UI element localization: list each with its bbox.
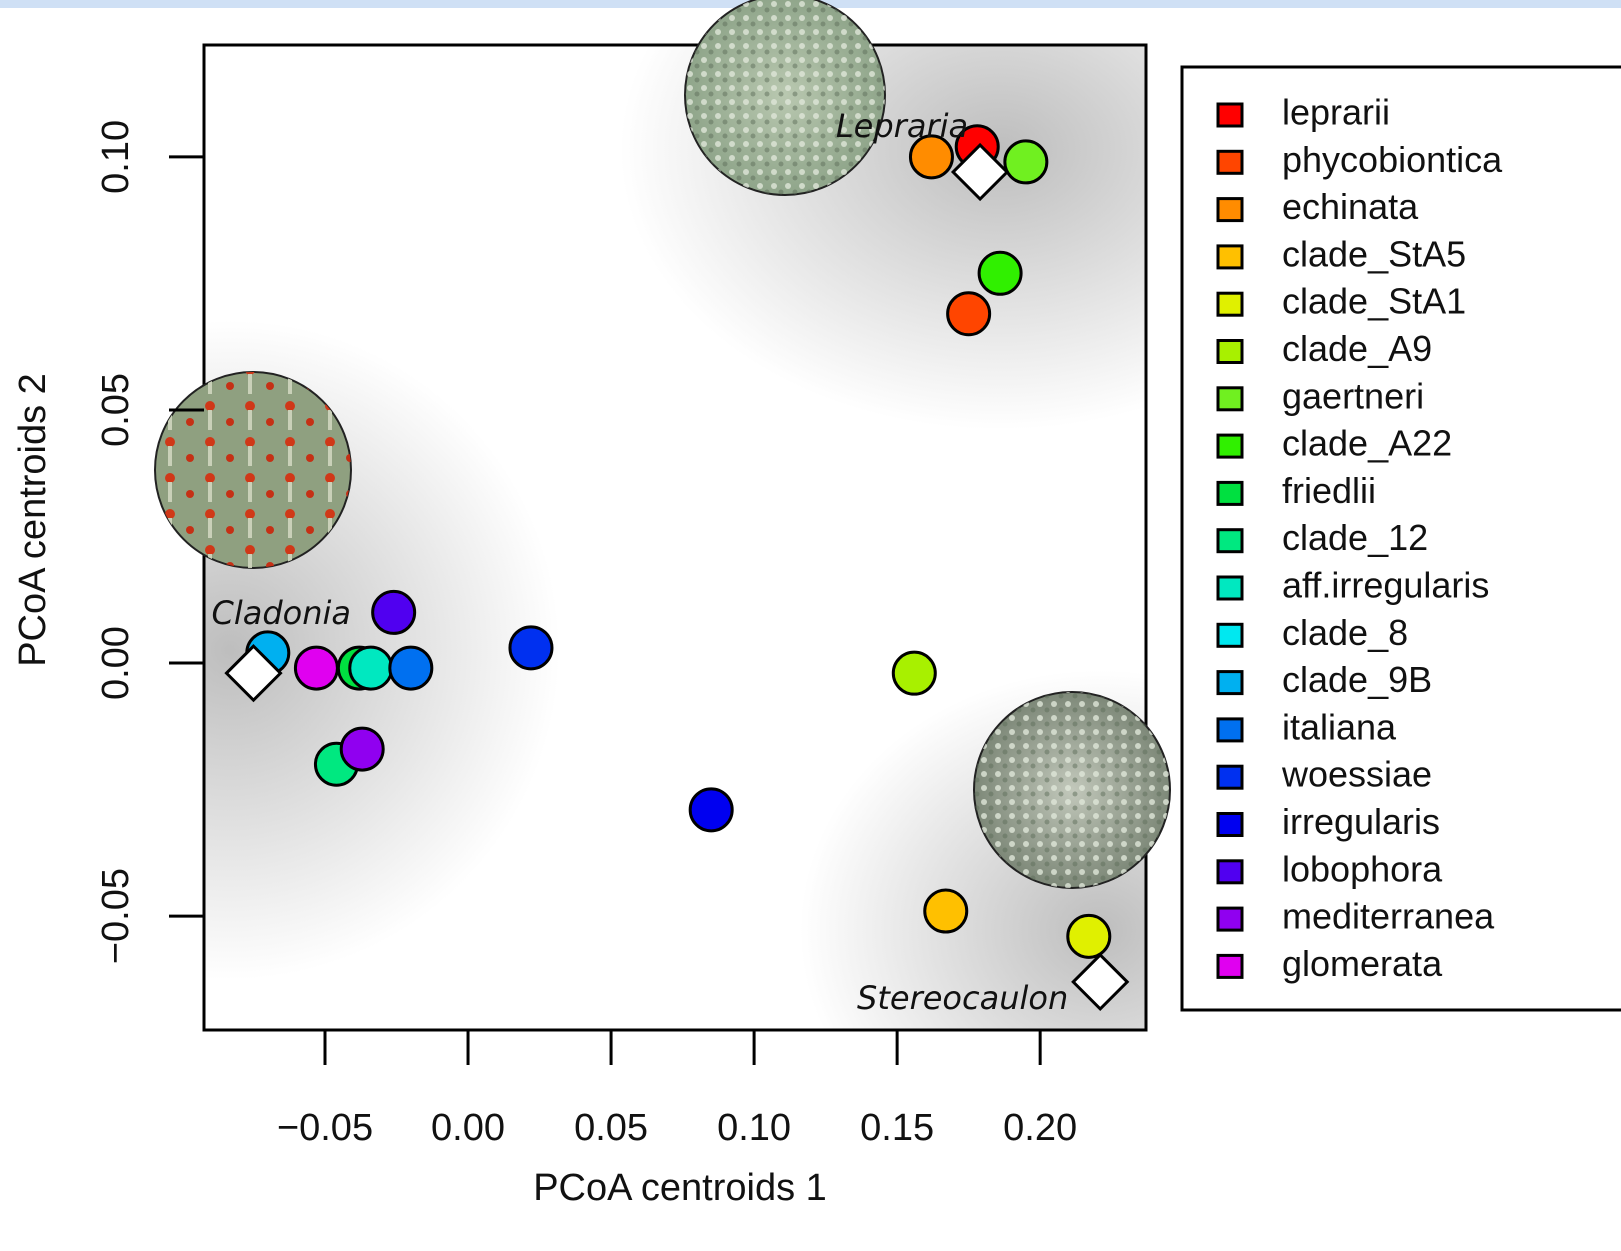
legend-swatch xyxy=(1218,908,1242,930)
point xyxy=(979,252,1021,294)
chart: PCoA centroids 1 PCoA centroids 2 −0.05 0… xyxy=(0,0,1621,1246)
x-tick-label: −0.05 xyxy=(277,1107,373,1149)
legend-label: mediterranea xyxy=(1282,896,1495,937)
legend-swatch xyxy=(1218,577,1242,599)
point xyxy=(925,890,967,932)
legend-label: leprarii xyxy=(1282,92,1390,133)
legend-label: irregularis xyxy=(1282,801,1440,842)
x-tick-label: 0.05 xyxy=(574,1107,648,1149)
legend-swatch xyxy=(1218,151,1242,173)
legend-label: clade_8 xyxy=(1282,612,1408,653)
legend-swatch xyxy=(1218,955,1242,977)
legend-swatch xyxy=(1218,766,1242,788)
legend-label: clade_12 xyxy=(1282,517,1428,558)
legend-swatch xyxy=(1218,435,1242,457)
legend-label: woessiae xyxy=(1281,754,1432,795)
point xyxy=(373,591,415,633)
legend-swatch xyxy=(1218,246,1242,268)
legend-label: glomerata xyxy=(1282,943,1443,984)
x-tick-label: 0.10 xyxy=(717,1107,791,1149)
legend-label: lobophora xyxy=(1282,848,1443,889)
genus-label: Lepraria xyxy=(836,107,968,145)
legend-swatch xyxy=(1218,672,1242,694)
legend-label: friedlii xyxy=(1282,470,1376,511)
legend-label: phycobiontica xyxy=(1282,139,1503,180)
legend-label: clade_A9 xyxy=(1282,328,1432,369)
legend-swatch xyxy=(1218,530,1242,552)
legend-swatch xyxy=(1218,293,1242,315)
legend-label: clade_StA5 xyxy=(1282,233,1466,274)
legend-label: italiana xyxy=(1282,706,1397,747)
legend-swatch xyxy=(1218,199,1242,221)
x-axis-title: PCoA centroids 1 xyxy=(533,1167,827,1209)
legend-label: gaertneri xyxy=(1282,375,1424,416)
point xyxy=(341,728,383,770)
legend-label: clade_A22 xyxy=(1282,423,1452,464)
legend-label: clade_StA1 xyxy=(1282,281,1466,322)
point xyxy=(893,652,935,694)
y-tick-label: 0.05 xyxy=(95,373,137,447)
point xyxy=(510,627,552,669)
point xyxy=(1005,141,1047,183)
y-tick-label: 0.00 xyxy=(95,626,137,700)
legend-swatch xyxy=(1218,719,1242,741)
legend-swatch xyxy=(1218,341,1242,363)
y-tick-label: 0.10 xyxy=(95,120,137,194)
legend-swatch xyxy=(1218,388,1242,410)
point xyxy=(295,647,337,689)
legend-label: echinata xyxy=(1282,186,1419,227)
page: {"chart_data": {"type": "scatter", "x_la… xyxy=(0,0,1621,1246)
genus-label: Stereocaulon xyxy=(857,979,1068,1017)
legend-label: clade_9B xyxy=(1282,659,1432,700)
point xyxy=(390,647,432,689)
legend-swatch xyxy=(1218,482,1242,504)
y-tick-label: −0.05 xyxy=(95,868,137,964)
legend-swatch xyxy=(1218,624,1242,646)
x-tick-label: 0.15 xyxy=(860,1107,934,1149)
y-axis-title: PCoA centroids 2 xyxy=(12,373,54,667)
point xyxy=(690,789,732,831)
x-tick-label: 0.20 xyxy=(1003,1107,1077,1149)
legend-swatch xyxy=(1218,104,1242,126)
legend-swatch xyxy=(1218,814,1242,836)
legend-swatch xyxy=(1218,861,1242,883)
point xyxy=(1068,915,1110,957)
x-tick-label: 0.00 xyxy=(431,1107,505,1149)
point xyxy=(350,647,392,689)
genus-label: Cladonia xyxy=(211,594,351,632)
legend-label: aff.irregularis xyxy=(1282,565,1489,606)
point xyxy=(948,293,990,335)
